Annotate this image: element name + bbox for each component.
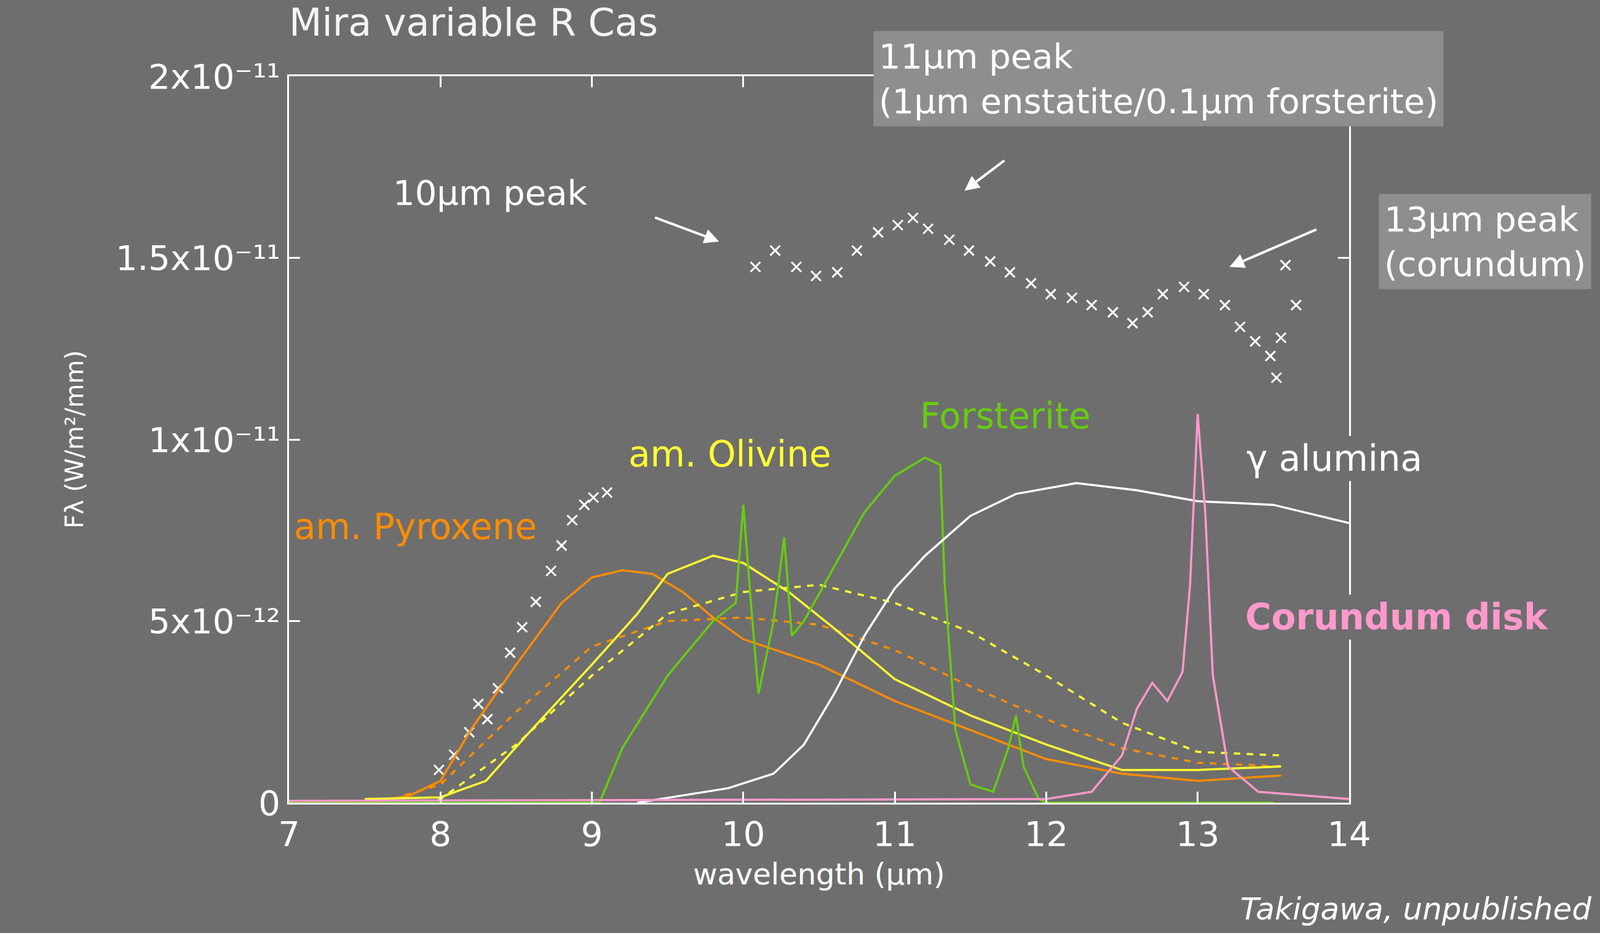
svg-text:14: 14 (1326, 814, 1371, 855)
svg-text:γ alumina: γ alumina (1246, 437, 1423, 480)
svg-text:Mira variable R Cas: Mira variable R Cas (289, 0, 658, 45)
svg-text:11μm peak(1μm enstatite/0.1μm: 11μm peak(1μm enstatite/0.1μm forsterite… (878, 36, 1439, 122)
svg-text:9: 9 (581, 814, 604, 855)
svg-text:Forsterite: Forsterite (919, 395, 1091, 438)
svg-text:1x10⁻¹¹: 1x10⁻¹¹ (148, 419, 280, 460)
svg-text:12: 12 (1024, 814, 1069, 855)
svg-text:Corundum disk: Corundum disk (1245, 596, 1549, 639)
svg-text:am. Olivine: am. Olivine (628, 433, 832, 476)
svg-text:11: 11 (873, 814, 917, 855)
svg-text:10μm peak: 10μm peak (392, 172, 588, 213)
svg-text:13: 13 (1175, 814, 1220, 855)
svg-text:8: 8 (429, 814, 452, 855)
svg-text:13μm peak(corundum): 13μm peak(corundum) (1384, 199, 1586, 285)
svg-text:0: 0 (258, 783, 281, 824)
svg-text:1.5x10⁻¹¹: 1.5x10⁻¹¹ (115, 237, 281, 278)
svg-text:10: 10 (721, 814, 765, 855)
svg-text:7: 7 (277, 814, 301, 855)
svg-text:wavelength (μm): wavelength (μm) (693, 857, 946, 892)
svg-text:am. Pyroxene: am. Pyroxene (293, 506, 537, 548)
svg-text:5x10⁻¹²: 5x10⁻¹² (148, 601, 280, 642)
svg-text:Takigawa, unpublished: Takigawa, unpublished (1240, 891, 1592, 928)
svg-text:Fλ (W/m²/mm): Fλ (W/m²/mm) (60, 350, 89, 529)
svg-text:2x10⁻¹¹: 2x10⁻¹¹ (148, 56, 280, 97)
